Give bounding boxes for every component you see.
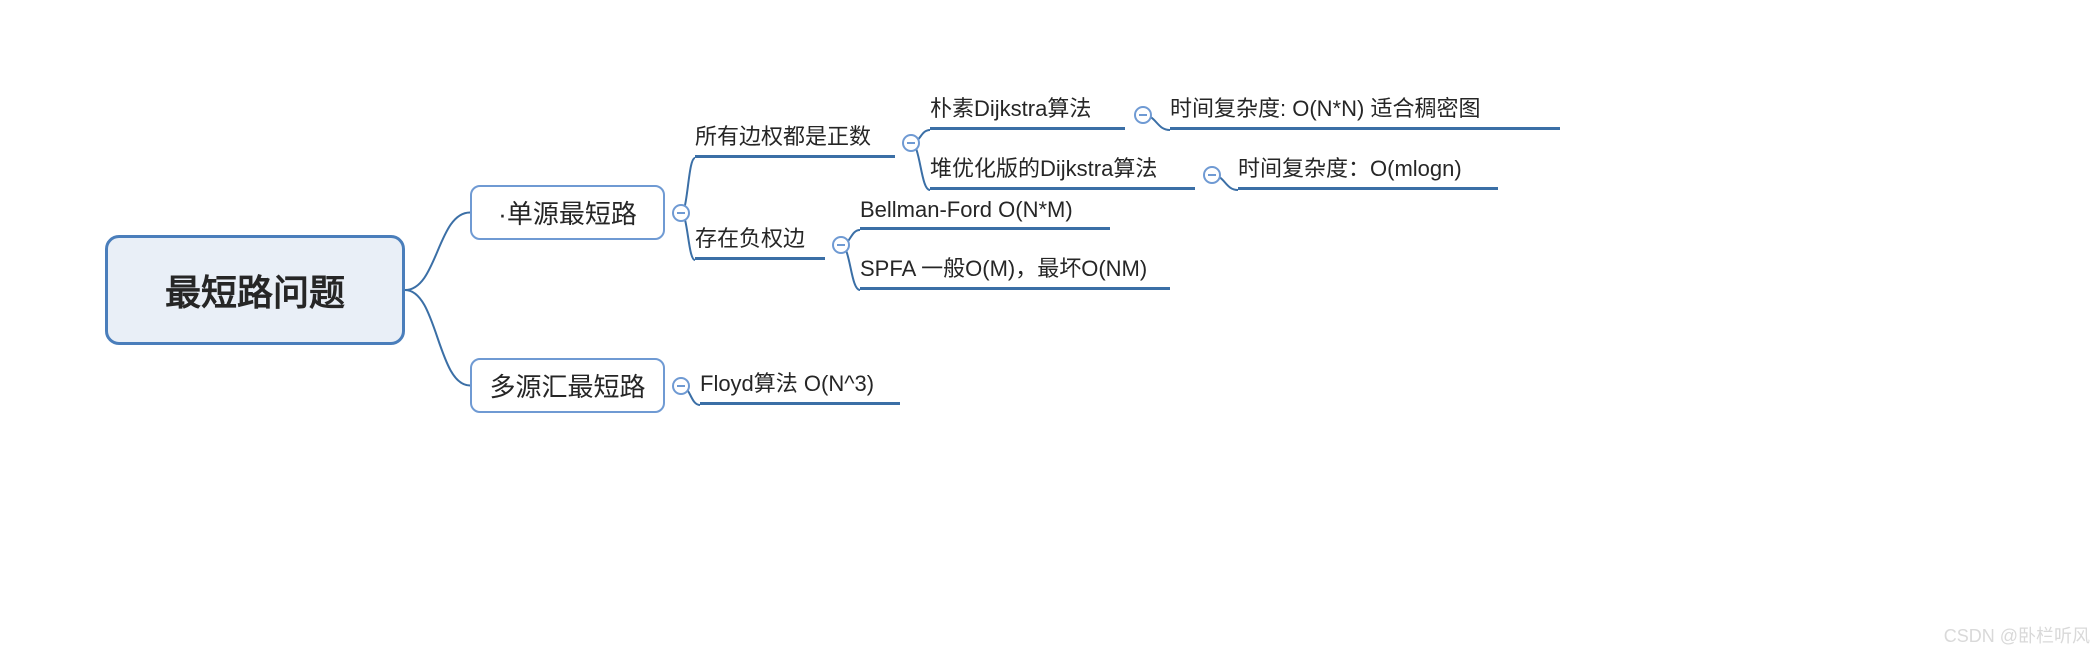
node-naive-dijkstra-complexity: 时间复杂度: O(N*N) 适合稠密图 bbox=[1170, 92, 1560, 130]
node-multi-source[interactable]: 多源汇最短路 bbox=[470, 358, 665, 413]
node-heap-dijkstra[interactable]: 堆优化版的Dijkstra算法 bbox=[930, 152, 1195, 190]
root-node[interactable]: 最短路问题 bbox=[105, 235, 405, 345]
node-heap-dijkstra-complexity: 时间复杂度：O(mlogn) bbox=[1238, 152, 1498, 190]
toggle-single-source[interactable] bbox=[672, 204, 690, 222]
toggle-all-positive[interactable] bbox=[902, 134, 920, 152]
node-floyd: Floyd算法 O(N^3) bbox=[700, 367, 900, 405]
toggle-heap-dijkstra[interactable] bbox=[1203, 166, 1221, 184]
node-has-negative[interactable]: 存在负权边 bbox=[695, 222, 825, 260]
toggle-naive-dijkstra[interactable] bbox=[1134, 106, 1152, 124]
node-spfa: SPFA 一般O(M)，最坏O(NM) bbox=[860, 252, 1170, 290]
node-bellman-ford: Bellman-Ford O(N*M) bbox=[860, 192, 1110, 230]
toggle-multi-source[interactable] bbox=[672, 377, 690, 395]
node-naive-dijkstra[interactable]: 朴素Dijkstra算法 bbox=[930, 92, 1125, 130]
node-single-source[interactable]: ·单源最短路 bbox=[470, 185, 665, 240]
watermark: CSDN @卧栏听风 bbox=[1944, 622, 2090, 648]
toggle-has-negative[interactable] bbox=[832, 236, 850, 254]
node-all-positive[interactable]: 所有边权都是正数 bbox=[695, 120, 895, 158]
